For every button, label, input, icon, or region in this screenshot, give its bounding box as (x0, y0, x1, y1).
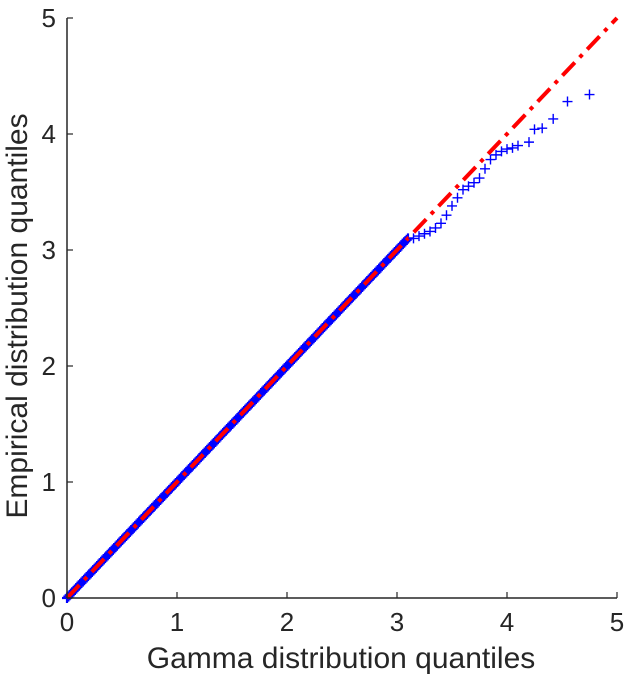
data-point (414, 231, 424, 242)
data-point (408, 233, 419, 244)
tail-points (408, 89, 595, 244)
data-point (529, 124, 540, 135)
data-point (452, 192, 463, 203)
data-point (419, 228, 430, 239)
axes (66, 18, 617, 599)
data-point (430, 222, 441, 233)
x-tick-label: 2 (280, 607, 294, 637)
y-axis-label: Empirical distribution quantiles (1, 113, 34, 518)
data-point (485, 154, 496, 165)
data-point (507, 142, 518, 153)
x-tick-label: 0 (60, 607, 74, 637)
y-tick-label: 0 (42, 583, 56, 613)
data-point (524, 137, 534, 148)
data-point (441, 210, 452, 221)
x-axis-ticks: 0 1 2 3 4 5 (60, 592, 624, 637)
data-point (548, 113, 559, 124)
data-point (425, 226, 435, 237)
data-point (584, 89, 595, 100)
data-point (463, 181, 474, 192)
data-point (447, 200, 457, 211)
x-tick-label: 5 (610, 607, 624, 637)
reference-line (65, 16, 619, 600)
data-point (474, 173, 485, 184)
x-tick-label: 4 (500, 607, 514, 637)
y-tick-label: 1 (42, 467, 56, 497)
data-point (496, 146, 507, 157)
y-tick-label: 4 (42, 119, 56, 149)
x-axis-label: Gamma distribution quantiles (147, 642, 536, 675)
x-tick-label: 1 (170, 607, 184, 637)
y-tick-label: 3 (42, 235, 56, 265)
data-point (562, 96, 573, 107)
data-point (502, 144, 512, 155)
dense-points (62, 233, 413, 603)
y-tick-label: 5 (42, 3, 56, 33)
data-point (491, 149, 501, 160)
x-tick-label: 3 (390, 607, 404, 637)
data-point (480, 163, 490, 174)
data-point (469, 177, 479, 188)
data-point (513, 140, 523, 151)
data-point (436, 218, 446, 229)
data-point (537, 123, 548, 134)
plot-area (62, 16, 619, 603)
y-axis-ticks: 0 1 2 3 4 5 (42, 3, 73, 613)
y-tick-label: 2 (42, 351, 56, 381)
data-point (458, 184, 468, 195)
